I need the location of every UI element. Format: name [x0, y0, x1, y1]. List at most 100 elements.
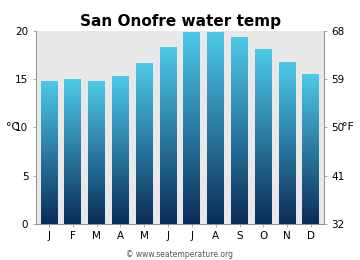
Bar	[279, 192, 296, 193]
Bar	[159, 106, 177, 107]
Bar	[88, 83, 105, 84]
Bar	[64, 193, 81, 194]
Bar	[88, 102, 105, 103]
Bar	[41, 112, 58, 113]
Bar	[302, 181, 319, 183]
Bar	[183, 88, 201, 90]
Bar	[136, 168, 153, 169]
Bar	[136, 181, 153, 182]
Bar	[159, 63, 177, 64]
Bar	[159, 207, 177, 208]
Bar	[88, 217, 105, 218]
Bar	[279, 63, 296, 64]
Bar	[279, 127, 296, 128]
Bar	[112, 176, 129, 177]
Bar	[207, 176, 224, 178]
Bar	[255, 184, 272, 185]
Bar	[207, 153, 224, 155]
Bar	[41, 167, 58, 168]
Bar	[183, 194, 201, 196]
Bar	[88, 206, 105, 207]
Bar	[64, 90, 81, 91]
Bar	[88, 119, 105, 120]
Bar	[136, 166, 153, 167]
Bar	[302, 200, 319, 202]
Bar	[88, 175, 105, 176]
Bar	[88, 108, 105, 109]
Bar	[136, 193, 153, 194]
Bar	[231, 214, 248, 215]
Bar	[207, 90, 224, 91]
Bar	[88, 158, 105, 159]
Bar	[64, 79, 81, 80]
Bar	[159, 156, 177, 158]
Bar	[279, 109, 296, 110]
Bar	[255, 221, 272, 223]
Bar	[136, 90, 153, 91]
Bar	[88, 170, 105, 171]
Bar	[255, 200, 272, 202]
Bar	[136, 180, 153, 181]
Bar	[88, 145, 105, 146]
Bar	[159, 96, 177, 97]
Bar	[88, 99, 105, 100]
Bar	[41, 148, 58, 149]
Bar	[136, 124, 153, 125]
Bar	[41, 214, 58, 215]
Bar	[136, 87, 153, 88]
Bar	[231, 212, 248, 214]
Bar	[279, 211, 296, 212]
Bar	[279, 141, 296, 142]
Bar	[255, 119, 272, 120]
Bar	[207, 64, 224, 65]
Bar	[159, 132, 177, 133]
Bar	[279, 126, 296, 127]
Bar	[183, 50, 201, 51]
Bar	[41, 81, 58, 82]
Bar	[64, 136, 81, 137]
Bar	[207, 102, 224, 104]
Bar	[64, 97, 81, 98]
Bar	[41, 98, 58, 99]
Bar	[207, 210, 224, 211]
Bar	[183, 45, 201, 46]
Bar	[207, 55, 224, 56]
Bar	[64, 154, 81, 155]
Bar	[88, 195, 105, 196]
Bar	[255, 124, 272, 126]
Bar	[207, 133, 224, 134]
Bar	[136, 100, 153, 101]
Bar	[136, 164, 153, 165]
Bar	[112, 107, 129, 108]
Bar	[255, 196, 272, 197]
Bar	[159, 206, 177, 207]
Bar	[255, 51, 272, 52]
Bar	[207, 125, 224, 127]
Bar	[183, 157, 201, 159]
Bar	[302, 134, 319, 135]
Bar	[207, 118, 224, 119]
Bar	[136, 86, 153, 87]
Bar	[112, 217, 129, 218]
Bar	[64, 186, 81, 187]
Bar	[88, 105, 105, 106]
Bar	[231, 191, 248, 192]
Bar	[159, 47, 177, 48]
Bar	[302, 136, 319, 138]
Bar	[231, 81, 248, 82]
Bar	[207, 76, 224, 77]
Bar	[41, 108, 58, 109]
Bar	[302, 147, 319, 148]
Bar	[159, 152, 177, 153]
Bar	[136, 110, 153, 111]
Bar	[255, 205, 272, 206]
Bar	[207, 157, 224, 159]
Bar	[41, 84, 58, 85]
Bar	[207, 161, 224, 162]
Bar	[255, 150, 272, 151]
Bar	[279, 176, 296, 177]
Bar	[231, 100, 248, 102]
Bar	[231, 215, 248, 216]
Bar	[231, 104, 248, 105]
Bar	[207, 222, 224, 224]
